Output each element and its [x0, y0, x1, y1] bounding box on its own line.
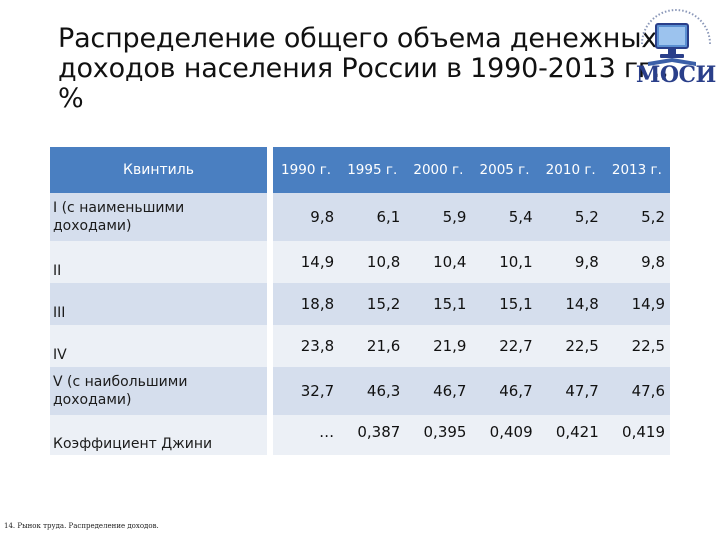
table-cell: 10,1: [471, 241, 538, 283]
header-year: 2013 г.: [603, 147, 670, 193]
table-cell: 32,7: [273, 367, 340, 415]
title-line-1: Распределение общего объема денежных: [58, 23, 658, 54]
table-cell: 15,2: [339, 283, 406, 325]
table-cell: 0,421: [537, 415, 604, 455]
table-cell: 5,2: [537, 193, 604, 241]
table-cell: 21,6: [339, 325, 406, 367]
header-year: 2010 г.: [537, 147, 604, 193]
table-cell: 10,8: [339, 241, 406, 283]
slide-footer: 14. Рынок труда. Распределение доходов.: [4, 522, 159, 530]
table-cell: 15,1: [471, 283, 538, 325]
table-row: IV 23,8 21,6 21,9 22,7 22,5 22,5: [50, 325, 670, 367]
row-label: Коэффициент Джини: [50, 415, 267, 455]
title-line-3: %: [58, 83, 84, 114]
table-cell: 18,8: [273, 283, 340, 325]
table-cell: 22,7: [471, 325, 538, 367]
row-label: V (с наибольшими доходами): [50, 367, 267, 415]
row-label: IV: [50, 325, 267, 367]
header-year: 1995 г.: [339, 147, 406, 193]
table-cell: 15,1: [405, 283, 472, 325]
table-cell: 14,9: [273, 241, 340, 283]
table-cell: 21,9: [405, 325, 472, 367]
row-label: I (с наименьшими доходами): [50, 193, 267, 241]
table-row: III 18,8 15,2 15,1 15,1 14,8 14,9: [50, 283, 670, 325]
table-cell: 9,8: [603, 241, 670, 283]
table-cell: 0,395: [405, 415, 472, 455]
table-cell: 22,5: [603, 325, 670, 367]
table-cell: …: [273, 415, 340, 455]
table-cell: 46,7: [405, 367, 472, 415]
table-row: I (с наименьшими доходами) 9,8 6,1 5,9 5…: [50, 193, 670, 241]
row-label: II: [50, 241, 267, 283]
table-cell: 22,5: [537, 325, 604, 367]
slide-title: Распределение общего объема денежных дох…: [58, 23, 669, 114]
table-cell: 9,8: [273, 193, 340, 241]
table-row: Коэффициент Джини … 0,387 0,395 0,409 0,…: [50, 415, 670, 455]
table-cell: 0,419: [603, 415, 670, 455]
table-cell: 10,4: [405, 241, 472, 283]
header-year: 1990 г.: [273, 147, 340, 193]
header-quintile: Квинтиль: [50, 147, 267, 193]
table-header-row: Квинтиль 1990 г. 1995 г. 2000 г. 2005 г.…: [50, 147, 670, 193]
table-cell: 5,9: [405, 193, 472, 241]
table-cell: 5,4: [471, 193, 538, 241]
header-gap: [267, 147, 273, 193]
table-cell: 6,1: [339, 193, 406, 241]
table-cell: 0,387: [339, 415, 406, 455]
table-cell: 9,8: [537, 241, 604, 283]
header-year: 2000 г.: [405, 147, 472, 193]
table-cell: 0,409: [471, 415, 538, 455]
table-cell: 5,2: [603, 193, 670, 241]
table-cell: 14,8: [537, 283, 604, 325]
title-line-2: доходов населения России в 1990-2013 гг.…: [58, 53, 669, 84]
table-cell: 14,9: [603, 283, 670, 325]
table-cell: 46,3: [339, 367, 406, 415]
mosi-logo-icon: [641, 9, 711, 66]
logo-text: МОСИ: [636, 62, 716, 88]
table-cell: 23,8: [273, 325, 340, 367]
table-cell: 46,7: [471, 367, 538, 415]
table-row: V (с наибольшими доходами) 32,7 46,3 46,…: [50, 367, 670, 415]
table-row: II 14,9 10,8 10,4 10,1 9,8 9,8: [50, 241, 670, 283]
header-year: 2005 г.: [471, 147, 538, 193]
table-cell: 47,7: [537, 367, 604, 415]
table-cell: 47,6: [603, 367, 670, 415]
income-distribution-table: Квинтиль 1990 г. 1995 г. 2000 г. 2005 г.…: [50, 147, 670, 455]
row-label: III: [50, 283, 267, 325]
